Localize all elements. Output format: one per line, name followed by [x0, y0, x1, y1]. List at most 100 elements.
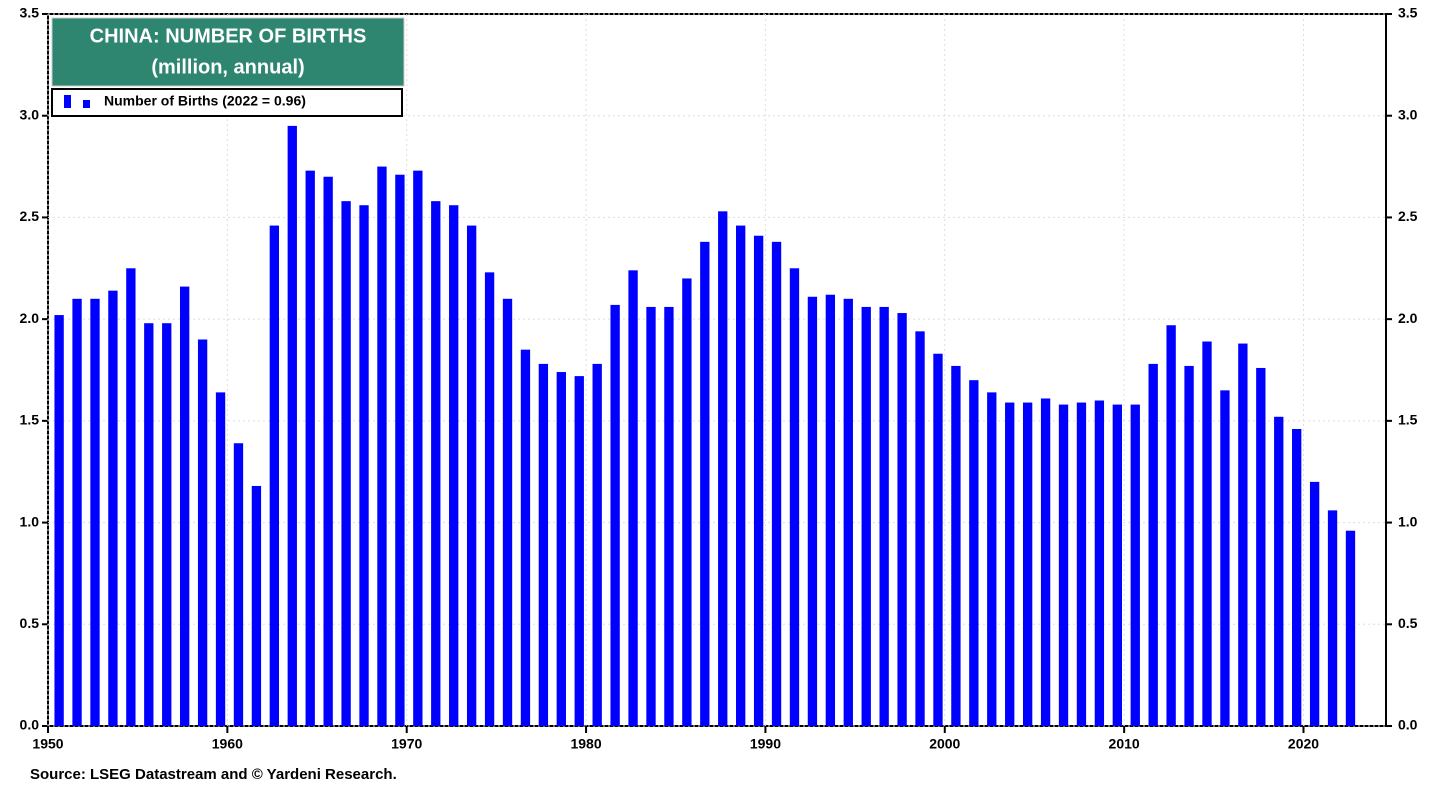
bar	[556, 372, 566, 726]
bar	[718, 211, 728, 727]
bar	[1238, 343, 1248, 726]
bar	[1220, 390, 1230, 726]
bar	[933, 353, 943, 726]
bar	[969, 380, 979, 726]
bar	[395, 174, 405, 727]
bar	[413, 170, 423, 726]
bar	[592, 363, 602, 726]
bar	[180, 286, 190, 726]
bar	[466, 225, 477, 726]
y-tick-label: 2.5	[20, 208, 40, 224]
bar	[90, 298, 100, 726]
y-tick-label: 0.5	[20, 615, 40, 631]
bar	[753, 235, 764, 727]
bar	[987, 392, 997, 726]
y2-tick-label: 3.0	[1398, 106, 1418, 122]
bar	[1130, 404, 1140, 726]
x-tick-label: 2000	[929, 736, 960, 752]
bar	[682, 278, 692, 726]
bar	[1184, 365, 1194, 726]
bar	[664, 306, 674, 726]
bar	[825, 294, 836, 726]
bar	[449, 205, 459, 727]
bar	[1202, 341, 1212, 726]
legend-swatch	[64, 95, 71, 108]
bar	[233, 443, 244, 726]
bar	[108, 290, 118, 726]
x-tick-label: 1970	[391, 736, 422, 752]
legend-label: Number of Births (2022 = 0.96)	[104, 93, 306, 109]
y-tick-label: 1.5	[20, 412, 40, 428]
chart-title: CHINA: NUMBER OF BIRTHS	[90, 25, 367, 47]
bar	[287, 125, 297, 726]
bar	[915, 331, 925, 726]
bar	[538, 363, 549, 726]
bar	[1256, 367, 1266, 726]
x-tick-label: 1960	[212, 736, 243, 752]
bar	[502, 298, 513, 726]
x-tick-label: 1980	[570, 736, 601, 752]
bar	[1076, 402, 1087, 726]
bar	[431, 201, 441, 726]
y2-tick-label: 1.0	[1398, 513, 1418, 529]
bar	[1309, 481, 1320, 726]
y2-tick-label: 3.5	[1398, 5, 1418, 21]
bar	[484, 272, 495, 726]
bar	[1040, 398, 1051, 726]
bar	[1148, 363, 1158, 726]
source-note: Source: LSEG Datastream and © Yardeni Re…	[30, 766, 397, 783]
chart-subtitle: (million, annual)	[151, 56, 304, 78]
bar	[789, 268, 800, 726]
bar	[1112, 404, 1122, 726]
bar	[610, 304, 620, 726]
bar	[628, 270, 638, 726]
bar	[1345, 530, 1356, 726]
title-box	[51, 17, 405, 87]
bar	[700, 241, 710, 726]
bar	[574, 376, 584, 726]
bar	[305, 170, 315, 726]
bar	[951, 365, 961, 726]
bar	[1005, 402, 1015, 726]
y2-tick-label: 2.0	[1398, 310, 1418, 326]
y-tick-label: 0.0	[20, 717, 40, 733]
bar	[1292, 428, 1302, 726]
bar	[879, 306, 889, 726]
bar	[1094, 400, 1105, 726]
bar	[897, 313, 907, 726]
bar	[1327, 510, 1338, 726]
bar	[269, 225, 280, 726]
y2-tick-label: 0.5	[1398, 615, 1418, 631]
legend-box	[51, 88, 403, 117]
bar	[843, 298, 853, 726]
bar	[215, 392, 226, 726]
bar	[144, 323, 154, 726]
x-tick-label: 2010	[1109, 736, 1140, 752]
y-tick-label: 3.0	[20, 106, 40, 122]
x-tick-label: 1950	[32, 736, 63, 752]
y-tick-label: 2.0	[20, 310, 40, 326]
bar	[162, 323, 172, 726]
y-tick-label: 3.5	[20, 5, 40, 21]
bar	[377, 166, 387, 727]
bar	[1058, 404, 1069, 726]
bar	[54, 315, 64, 726]
bar	[736, 225, 746, 726]
bar	[126, 268, 136, 726]
legend-entry: Number of Births (2022 = 0.96)	[64, 93, 306, 109]
bar	[1166, 325, 1176, 726]
y-tick-label: 1.0	[20, 513, 40, 529]
bar	[807, 296, 818, 726]
bar	[72, 298, 82, 726]
bar	[251, 485, 262, 726]
bar	[861, 306, 871, 726]
bar	[1022, 402, 1033, 726]
bar	[323, 176, 333, 726]
x-tick-label: 1990	[750, 736, 781, 752]
legend-swatch	[83, 100, 90, 108]
bar	[197, 339, 208, 726]
bar	[1274, 416, 1284, 726]
bar	[771, 241, 782, 726]
